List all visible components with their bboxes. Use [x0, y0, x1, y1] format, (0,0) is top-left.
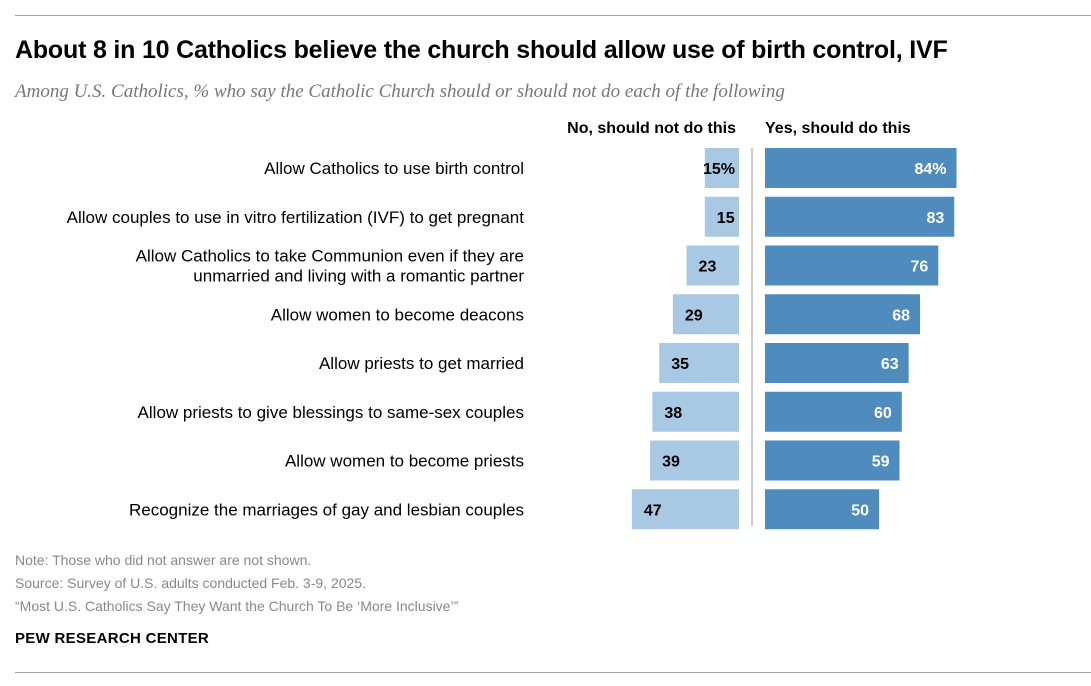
- category-label-line: Allow women to become deacons: [271, 305, 524, 324]
- category-label-line: Allow priests to get married: [319, 354, 524, 373]
- category-label: Allow Catholics to take Communion even i…: [136, 247, 525, 286]
- yes-value-label: 59: [872, 454, 890, 471]
- category-label-line: Allow couples to use in vitro fertilizat…: [67, 208, 525, 227]
- no-bar: [650, 440, 739, 481]
- source-text: Source: Survey of U.S. adults conducted …: [15, 575, 366, 591]
- category-label-line: Allow Catholics to take Communion even i…: [136, 247, 524, 266]
- category-label-line: Allow Catholics to use birth control: [264, 159, 524, 178]
- no-value-label: 15%: [703, 161, 735, 178]
- yes-value-label: 50: [851, 502, 869, 519]
- yes-value-label: 76: [910, 259, 928, 276]
- no-bar: [631, 489, 739, 530]
- yes-bar: [765, 196, 955, 237]
- no-bar: [652, 391, 739, 432]
- report-title-text: “Most U.S. Catholics Say They Want the C…: [15, 598, 459, 614]
- pew-research-center-logo-text: PEW RESEARCH CENTER: [15, 630, 210, 647]
- yes-bar: [765, 294, 921, 335]
- yes-column-header: Yes, should do this: [765, 120, 911, 137]
- chart-title: About 8 in 10 Catholics believe the chur…: [15, 36, 948, 64]
- category-label-line: Recognize the marriages of gay and lesbi…: [129, 500, 524, 519]
- no-bar: [659, 343, 739, 383]
- note-text: Note: Those who did not answer are not s…: [15, 552, 312, 568]
- category-label: Allow women to become deacons: [271, 305, 524, 324]
- yes-value-label: 84%: [914, 161, 946, 178]
- category-label: Allow priests to get married: [319, 354, 524, 373]
- top-rule: [15, 15, 1091, 16]
- category-label-line: unmarried and living with a romantic par…: [193, 267, 524, 286]
- no-value-label: 39: [662, 454, 680, 471]
- chart-subtitle: Among U.S. Catholics, % who say the Cath…: [15, 81, 785, 102]
- no-bar: [704, 196, 739, 237]
- category-label-line: Allow priests to give blessings to same-…: [138, 403, 524, 422]
- yes-bar: [765, 489, 879, 530]
- bottom-rule: [15, 672, 1091, 673]
- no-value-label: 38: [664, 405, 682, 422]
- yes-value-label: 60: [874, 405, 892, 422]
- category-label: Allow Catholics to use birth control: [264, 159, 524, 178]
- yes-bar: [765, 343, 909, 383]
- no-value-label: 35: [671, 356, 689, 373]
- yes-value-label: 68: [892, 307, 910, 324]
- no-value-label: 29: [685, 307, 703, 324]
- no-value-label: 47: [644, 502, 662, 519]
- yes-bar: [765, 245, 939, 286]
- category-label: Allow priests to give blessings to same-…: [138, 403, 524, 422]
- yes-bar: [765, 148, 957, 188]
- yes-value-label: 63: [881, 356, 899, 373]
- yes-value-label: 83: [926, 210, 944, 227]
- no-bar: [672, 294, 739, 335]
- category-label: Allow couples to use in vitro fertilizat…: [67, 208, 525, 227]
- yes-bar: [765, 391, 902, 432]
- category-label-line: Allow women to become priests: [285, 452, 524, 471]
- yes-bar: [765, 440, 900, 481]
- category-label: Recognize the marriages of gay and lesbi…: [129, 500, 524, 519]
- no-value-label: 23: [699, 259, 717, 276]
- no-bar: [704, 148, 739, 188]
- category-label: Allow women to become priests: [285, 452, 524, 471]
- no-value-label: 15: [717, 210, 735, 227]
- no-column-header: No, should not do this: [567, 120, 736, 137]
- no-bar: [686, 245, 739, 286]
